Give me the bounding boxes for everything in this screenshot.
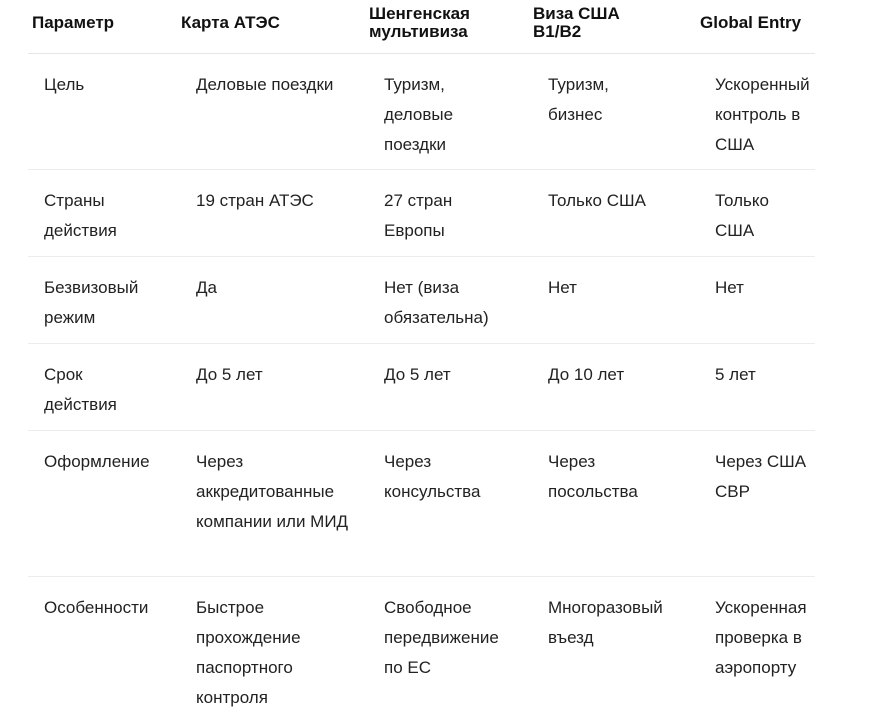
table-cell: 19 стран АТЭС (196, 191, 314, 210)
table-cell: Страны действия (44, 191, 117, 240)
header-apec-card: Карта АТЭС (181, 13, 280, 32)
table-cell: Туризм, бизнес (548, 75, 609, 124)
header-parameter: Параметр (32, 13, 115, 32)
table-cell: Свободное передвижение по ЕС (384, 598, 499, 677)
comparison-table: Параметр Карта АТЭС Шенгенская мультивиз… (28, 0, 815, 727)
table-row: Безвизовый режим Да Нет (виза обязательн… (28, 257, 815, 344)
table-cell: Через аккредитованные компании или МИД (196, 452, 349, 531)
table-cell: Только США (548, 191, 646, 210)
table-cell: Только США (715, 191, 769, 240)
table-cell: Многоразовый въезд (548, 598, 663, 647)
table-cell: Нет (548, 278, 577, 297)
table-cell: Оформление (44, 452, 150, 471)
table-cell: Ускоренная проверка в аэропорту (715, 598, 807, 677)
table-cell: 27 стран Европы (384, 191, 453, 240)
table-cell: До 5 лет (196, 365, 263, 384)
table-row: Особенности Быстрое прохождение паспортн… (28, 577, 815, 727)
table-cell: Через консульства (384, 452, 481, 501)
table-cell: До 10 лет (548, 365, 625, 384)
table-cell: Через США СВР (715, 452, 807, 501)
table-cell: Деловые поездки (196, 75, 334, 94)
table-cell: Нет (715, 278, 744, 297)
table-cell: 5 лет (715, 365, 756, 384)
table-cell: Да (196, 278, 217, 297)
table-cell: Срок действия (44, 365, 117, 414)
table-header: Параметр Карта АТЭС Шенгенская мультивиз… (28, 0, 815, 54)
table-row: Срок действия До 5 лет До 5 лет До 10 ле… (28, 344, 815, 431)
table-row: Оформление Через аккредитованные компани… (28, 431, 815, 577)
table-row: Цель Деловые поездки Туризм, деловые пое… (28, 54, 815, 170)
table-cell: Быстрое прохождение паспортного контроля (196, 598, 301, 707)
header-schengen: Шенгенская мультивиза (369, 4, 470, 41)
table-cell: Безвизовый режим (44, 278, 139, 327)
header-global-entry: Global Entry (700, 13, 802, 32)
table-cell: Туризм, деловые поездки (384, 75, 454, 154)
table-row: Страны действия 19 стран АТЭС 27 стран Е… (28, 170, 815, 257)
header-us-visa: Виза США B1/B2 (533, 4, 620, 41)
table-cell: Через посольства (548, 452, 638, 501)
table-cell: Нет (виза обязательна) (384, 278, 489, 327)
table-cell: Цель (44, 75, 85, 94)
table-cell: Ускоренный контроль в США (715, 75, 810, 154)
table-cell: Особенности (44, 598, 149, 617)
table-cell: До 5 лет (384, 365, 451, 384)
